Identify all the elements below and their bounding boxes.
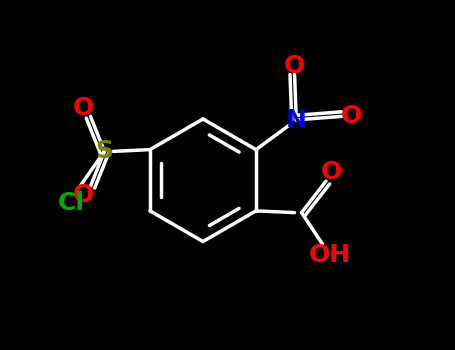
- Text: O: O: [321, 160, 342, 184]
- Text: O: O: [73, 96, 94, 120]
- Text: OH: OH: [308, 243, 351, 267]
- Text: N: N: [286, 108, 307, 132]
- Text: O: O: [73, 183, 94, 207]
- Text: Cl: Cl: [58, 191, 85, 215]
- Text: S: S: [96, 139, 113, 163]
- Text: O: O: [341, 104, 362, 128]
- Text: O: O: [284, 54, 305, 78]
